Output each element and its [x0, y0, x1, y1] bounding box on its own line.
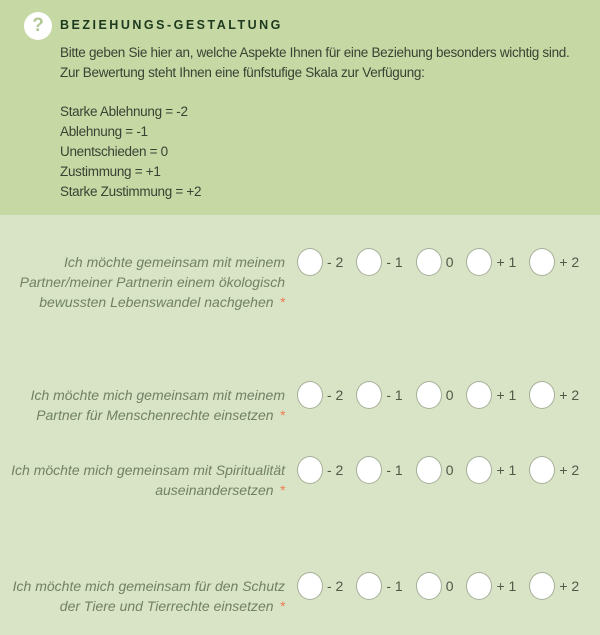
scale-option[interactable]: - 1	[356, 572, 403, 600]
scale-options: - 2 - 1 0 + 1 + 2	[297, 456, 592, 484]
radio-button[interactable]	[466, 381, 493, 409]
scale-option[interactable]: + 1	[466, 381, 516, 409]
question-row: Ich möchte mich gemeinsam mit meinem Part…	[0, 381, 600, 425]
section-header: ? BEZIEHUNGS-GESTALTUNG Bitte geben Sie …	[0, 0, 600, 215]
question-text-line: der Tiere und Tierrechte einsetzen *	[59, 598, 285, 614]
scale-options: - 2 - 1 0 + 1 + 2	[297, 248, 592, 276]
question-row: Ich möchte mich gemeinsam mit Spirituali…	[0, 456, 600, 500]
required-asterisk: *	[279, 482, 285, 498]
scale-option-label[interactable]: - 1	[386, 578, 403, 594]
header-content: BEZIEHUNGS-GESTALTUNG Bitte geben Sie hi…	[60, 17, 590, 202]
intro-text: Bitte geben Sie hier an, welche Aspekte …	[60, 43, 590, 83]
scale-option[interactable]: + 2	[529, 456, 579, 484]
scale-option[interactable]: + 2	[529, 248, 579, 276]
radio-button[interactable]	[529, 381, 556, 409]
question-text: Ich möchte mich gemeinsam mit Spirituali…	[0, 460, 285, 500]
scale-legend-line: Ablehnung = -1	[60, 124, 148, 139]
scale-option-label[interactable]: + 2	[559, 254, 580, 270]
intro-line: Zur Bewertung steht Ihnen eine fünfstufi…	[60, 65, 425, 80]
scale-option[interactable]: - 2	[297, 572, 343, 600]
radio-button[interactable]	[356, 248, 383, 276]
scale-option[interactable]: + 2	[529, 572, 579, 600]
scale-option[interactable]: - 1	[356, 456, 403, 484]
radio-button[interactable]	[415, 381, 442, 409]
radio-button[interactable]	[466, 248, 493, 276]
scale-option-label[interactable]: 0	[445, 462, 454, 478]
question-text: Ich möchte gemeinsam mit meinem Partner/m…	[0, 252, 285, 312]
scale-option-label[interactable]: - 2	[327, 387, 344, 403]
question-text-line: bewussten Lebenswandel nachgehen *	[39, 294, 285, 310]
radio-button[interactable]	[415, 572, 442, 600]
scale-option[interactable]: 0	[415, 456, 454, 484]
scale-option-label[interactable]: - 1	[386, 254, 403, 270]
radio-button[interactable]	[297, 381, 323, 409]
scale-option-label[interactable]: + 1	[496, 387, 517, 403]
scale-option[interactable]: - 2	[297, 248, 343, 276]
scale-option[interactable]: 0	[415, 572, 454, 600]
scale-option-label[interactable]: + 1	[496, 462, 517, 478]
radio-button[interactable]	[356, 572, 383, 600]
question-text: Ich möchte mich gemeinsam für den Schutz…	[0, 576, 285, 616]
scale-legend-line: Starke Zustimmung = +2	[60, 184, 202, 199]
scale-option[interactable]: - 1	[356, 381, 403, 409]
required-asterisk: *	[279, 294, 285, 310]
scale-option[interactable]: 0	[415, 381, 454, 409]
question-text-line: Partner für Menschenrechte einsetzen *	[36, 407, 285, 423]
scale-option-label[interactable]: 0	[445, 254, 454, 270]
radio-button[interactable]	[356, 456, 383, 484]
question-text-line: Ich möchte gemeinsam mit meinem	[64, 254, 285, 270]
questions-list: Ich möchte gemeinsam mit meinem Partner/m…	[0, 248, 600, 616]
scale-option-label[interactable]: 0	[445, 387, 454, 403]
scale-option[interactable]: + 1	[466, 248, 516, 276]
question-text-line: Partner/meiner Partnerin einem ökologisc…	[19, 274, 285, 290]
scale-option-label[interactable]: - 2	[327, 578, 344, 594]
question-text: Ich möchte mich gemeinsam mit meinem Part…	[0, 385, 285, 425]
scale-legend-line: Zustimmung = +1	[60, 164, 161, 179]
scale-legend-line: Unentschieden = 0	[60, 144, 168, 159]
radio-button[interactable]	[466, 456, 493, 484]
radio-button[interactable]	[529, 456, 556, 484]
question-row: Ich möchte mich gemeinsam für den Schutz…	[0, 572, 600, 616]
required-asterisk: *	[279, 598, 285, 614]
question-text-line: auseinandersetzen *	[155, 482, 285, 498]
question-text-line: Ich möchte mich gemeinsam für den Schutz	[12, 578, 285, 594]
scale-option[interactable]: - 2	[297, 456, 343, 484]
scale-options: - 2 - 1 0 + 1 + 2	[297, 381, 592, 409]
scale-legend: Starke Ablehnung = -2 Ablehnung = -1 Une…	[60, 102, 590, 202]
radio-button[interactable]	[529, 572, 556, 600]
scale-option-label[interactable]: + 1	[496, 578, 517, 594]
scale-option[interactable]: + 1	[466, 456, 516, 484]
scale-option[interactable]: + 2	[529, 381, 579, 409]
scale-option[interactable]: - 1	[356, 248, 403, 276]
scale-option[interactable]: - 2	[297, 381, 343, 409]
required-asterisk: *	[279, 407, 285, 423]
radio-button[interactable]	[297, 456, 323, 484]
scale-option-label[interactable]: + 2	[559, 462, 580, 478]
scale-option-label[interactable]: + 2	[559, 578, 580, 594]
radio-button[interactable]	[297, 572, 323, 600]
intro-line: Bitte geben Sie hier an, welche Aspekte …	[60, 45, 570, 60]
scale-options: - 2 - 1 0 + 1 + 2	[297, 572, 592, 600]
scale-option-label[interactable]: - 1	[386, 462, 403, 478]
scale-option-label[interactable]: 0	[445, 578, 454, 594]
radio-button[interactable]	[529, 248, 556, 276]
question-mark-icon: ?	[24, 12, 52, 40]
scale-option-label[interactable]: - 1	[386, 387, 403, 403]
scale-option-label[interactable]: - 2	[327, 254, 344, 270]
radio-button[interactable]	[415, 456, 442, 484]
radio-button[interactable]	[415, 248, 442, 276]
radio-button[interactable]	[466, 572, 493, 600]
scale-option-label[interactable]: + 1	[496, 254, 517, 270]
question-text-line: Ich möchte mich gemeinsam mit meinem	[30, 387, 285, 403]
scale-option-label[interactable]: + 2	[559, 387, 580, 403]
page-title: BEZIEHUNGS-GESTALTUNG	[60, 18, 283, 32]
radio-button[interactable]	[297, 248, 323, 276]
scale-option-label[interactable]: - 2	[327, 462, 344, 478]
radio-button[interactable]	[356, 381, 383, 409]
question-text-line: Ich möchte mich gemeinsam mit Spirituali…	[11, 462, 285, 478]
question-row: Ich möchte gemeinsam mit meinem Partner/m…	[0, 248, 600, 312]
scale-option[interactable]: 0	[415, 248, 454, 276]
scale-legend-line: Starke Ablehnung = -2	[60, 104, 188, 119]
scale-option[interactable]: + 1	[466, 572, 516, 600]
